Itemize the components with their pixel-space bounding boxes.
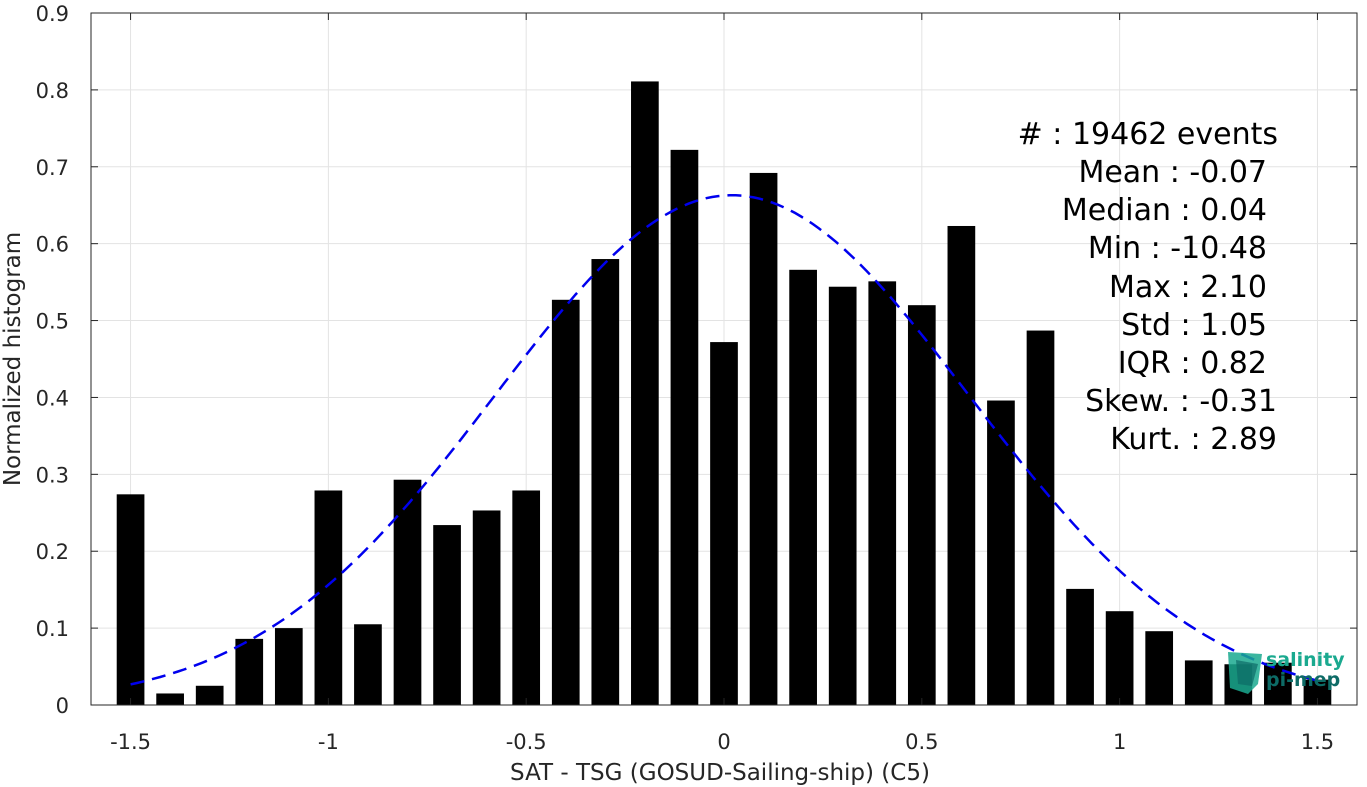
histogram-bar: [1105, 611, 1134, 705]
logo-text-line2: pi-mep: [1266, 669, 1340, 691]
histogram-bar: [591, 259, 620, 705]
salinity-pi-mep-logo: salinity pi-mep: [1228, 649, 1345, 694]
y-tick-label: 0: [56, 694, 69, 718]
y-tick-label: 0.7: [36, 156, 69, 180]
histogram-bar: [433, 525, 461, 705]
y-axis-label: Normalized histogram: [0, 232, 26, 486]
logo-text-line1: salinity: [1266, 649, 1345, 671]
y-tick-label: 0.4: [36, 386, 69, 410]
x-tick-label: -0.5: [506, 730, 547, 754]
histogram-bar: [987, 400, 1015, 705]
stat-events: # : 19462 events: [1018, 117, 1278, 152]
y-tick-label: 0.8: [36, 79, 69, 103]
statistics-annotation: # : 19462 events Mean : -0.07 Median : 0…: [1018, 117, 1278, 457]
x-tick-label: 0: [717, 730, 730, 754]
histogram-bar: [551, 299, 580, 705]
histogram-bar: [314, 490, 343, 705]
histogram-bar: [947, 225, 976, 705]
stat-mean: Mean : -0.07: [1078, 155, 1267, 190]
stat-iqr: IQR : 0.82: [1118, 346, 1267, 381]
gaussian-fit-curve: [130, 193, 1318, 686]
histogram-bar: [868, 281, 897, 705]
y-tick-label: 0.9: [36, 2, 69, 26]
y-tick-label: 0.5: [36, 310, 69, 334]
histogram-bar: [670, 149, 699, 705]
stat-median: Median : 0.04: [1062, 193, 1267, 228]
histogram-bar: [472, 510, 501, 705]
stat-kurtosis: Kurt. : 2.89: [1110, 422, 1277, 457]
histogram-bar: [116, 494, 145, 705]
histogram-bar: [393, 479, 422, 705]
y-tick-label: 0.1: [36, 617, 69, 641]
stat-min: Min : -10.48: [1088, 231, 1267, 266]
x-tick-label: -1: [318, 730, 339, 754]
histogram-bar: [195, 685, 224, 705]
histogram-bar: [1184, 660, 1213, 705]
histogram-bars: [116, 81, 1332, 706]
histogram-bar: [354, 624, 382, 705]
histogram-bar: [1145, 631, 1174, 705]
x-tick-label: 1.5: [1301, 730, 1334, 754]
x-tick-label: -1.5: [110, 730, 151, 754]
y-tick-label: 0.2: [36, 540, 69, 564]
stat-max: Max : 2.10: [1109, 270, 1267, 305]
histogram-bar: [1066, 588, 1094, 705]
x-tick-label: 0.5: [905, 730, 938, 754]
y-tick-label: 0.3: [36, 463, 69, 487]
histogram-bar: [710, 342, 738, 705]
axis-ticks: -1.5 -1 -0.5 0 0.5 1 1.5 0 0.1 0.2 0.3 0.4 0.5 0.6 0.7…: [36, 2, 1357, 754]
histogram-bar: [512, 490, 541, 705]
stat-skewness: Skew. : -0.31: [1085, 384, 1277, 419]
histogram-bar: [907, 305, 936, 705]
histogram-bar: [631, 81, 659, 706]
histogram-bar: [749, 172, 778, 705]
x-axis-label: SAT - TSG (GOSUD-Sailing-ship) (C5): [510, 760, 930, 786]
logo-shape-inner-icon: [1236, 660, 1258, 686]
histogram-bar: [156, 693, 184, 705]
histogram-bar: [1026, 330, 1055, 705]
y-tick-label: 0.6: [36, 233, 69, 257]
histogram-bar: [1264, 662, 1292, 705]
histogram-bar: [235, 638, 264, 705]
stat-std: Std : 1.05: [1121, 308, 1267, 343]
histogram-bar: [789, 269, 817, 705]
histogram-bar: [828, 286, 857, 705]
x-tick-label: 1: [1113, 730, 1126, 754]
histogram-bar: [274, 628, 303, 705]
